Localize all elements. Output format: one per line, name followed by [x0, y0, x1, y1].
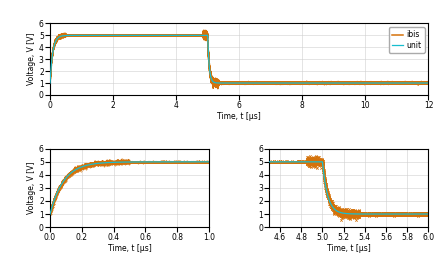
unit — [283, 81, 288, 85]
Line: unit: unit — [50, 35, 427, 83]
unit — [133, 34, 138, 37]
Legend: ibis, unit: ibis, unit — [388, 27, 424, 52]
unit — [145, 34, 150, 37]
ibis — [283, 82, 288, 85]
ibis — [369, 82, 374, 85]
ibis — [201, 29, 206, 32]
unit — [352, 81, 357, 85]
unit — [72, 34, 77, 37]
unit — [416, 81, 421, 85]
X-axis label: Time, t [μs]: Time, t [μs] — [217, 111, 260, 121]
Line: ibis: ibis — [50, 30, 427, 89]
unit — [47, 81, 53, 85]
ibis — [425, 82, 430, 85]
unit — [369, 81, 374, 85]
Y-axis label: Voltage, V [V]: Voltage, V [V] — [27, 162, 36, 214]
ibis — [215, 87, 220, 90]
ibis — [47, 80, 53, 83]
unit — [425, 81, 430, 85]
ibis — [352, 82, 357, 85]
ibis — [416, 81, 421, 84]
X-axis label: Time, t [μs]: Time, t [μs] — [107, 244, 151, 253]
X-axis label: Time, t [μs]: Time, t [μs] — [326, 244, 370, 253]
ibis — [72, 34, 77, 37]
ibis — [133, 34, 138, 37]
Y-axis label: Voltage, V [V]: Voltage, V [V] — [27, 33, 36, 85]
